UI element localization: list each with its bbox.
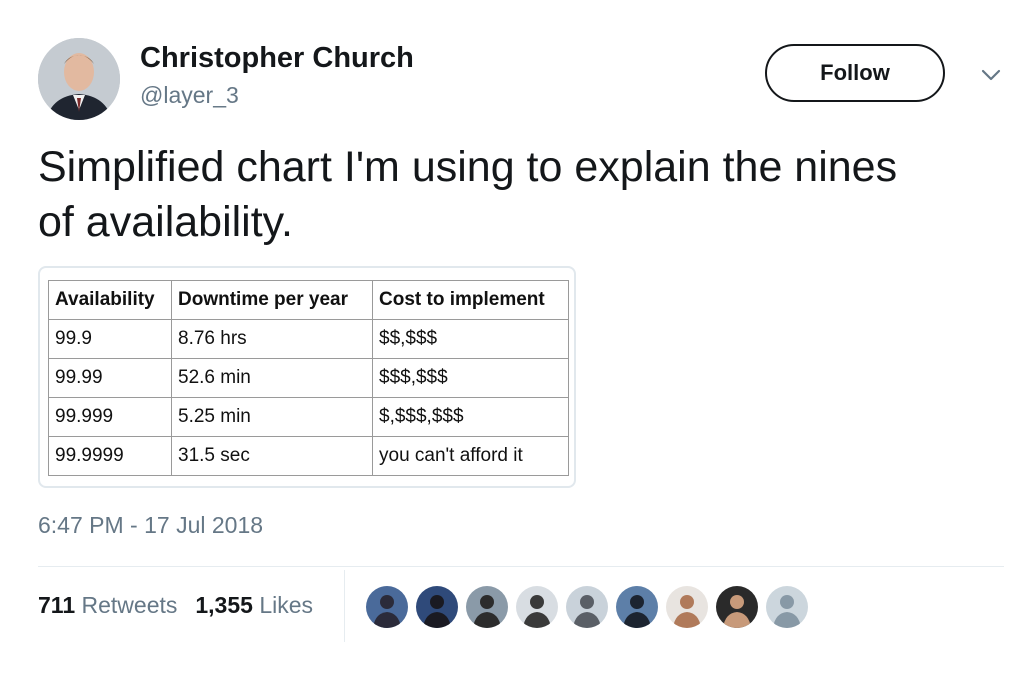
table-row: 99.9999 31.5 sec you can't afford it [48, 436, 569, 476]
author-avatar-image [38, 38, 120, 120]
table-cell: 99.999 [48, 397, 172, 437]
likes-count: 1,355 [195, 592, 253, 618]
liker-avatar-2[interactable] [416, 586, 458, 628]
liker-avatar-6[interactable] [616, 586, 658, 628]
liker-avatar-1[interactable] [366, 586, 408, 628]
media-card[interactable]: Availability Downtime per year Cost to i… [38, 266, 576, 488]
table-cell: 99.9 [48, 319, 172, 359]
retweets-stat[interactable]: 711 Retweets [38, 592, 177, 619]
table-header-cell: Downtime per year [171, 280, 373, 320]
tweet-stats: 711 Retweets 1,355 Likes [38, 592, 313, 619]
liker-avatar-7[interactable] [666, 586, 708, 628]
retweets-count: 711 [38, 592, 76, 618]
table-cell: 5.25 min [171, 397, 373, 437]
table-row: 99.9 8.76 hrs $$,$$$ [48, 319, 569, 359]
table-row: 99.99 52.6 min $$$,$$$ [48, 358, 569, 398]
availability-table: Availability Downtime per year Cost to i… [48, 280, 569, 476]
liker-avatar-8[interactable] [716, 586, 758, 628]
likes-stat[interactable]: 1,355 Likes [195, 592, 313, 619]
table-cell: 8.76 hrs [171, 319, 373, 359]
table-header-cell: Availability [48, 280, 172, 320]
likes-label: Likes [259, 592, 314, 618]
author-handle[interactable]: @layer_3 [140, 82, 239, 108]
table-cell: 52.6 min [171, 358, 373, 398]
likers-avatars [366, 586, 808, 628]
liker-avatar-5[interactable] [566, 586, 608, 628]
liker-avatar-3[interactable] [466, 586, 508, 628]
default-avatar-icon[interactable] [766, 586, 808, 628]
table-cell: you can't afford it [372, 436, 569, 476]
table-header-row: Availability Downtime per year Cost to i… [48, 280, 569, 320]
chevron-down-icon[interactable] [978, 62, 1004, 88]
table-cell: 99.99 [48, 358, 172, 398]
follow-button[interactable]: Follow [765, 44, 945, 102]
author-name[interactable]: Christopher Church [140, 42, 414, 74]
table-header-cell: Cost to implement [372, 280, 569, 320]
table-cell: $,$$$,$$$ [372, 397, 569, 437]
table-cell: $$,$$$ [372, 319, 569, 359]
table-cell: 99.9999 [48, 436, 172, 476]
divider [38, 566, 1004, 567]
table-cell: 31.5 sec [171, 436, 373, 476]
liker-avatar-4[interactable] [516, 586, 558, 628]
table-row: 99.999 5.25 min $,$$$,$$$ [48, 397, 569, 437]
tweet-text: Simplified chart I'm using to explain th… [38, 143, 898, 246]
table-cell: $$$,$$$ [372, 358, 569, 398]
author-avatar[interactable] [38, 38, 120, 120]
retweets-label: Retweets [81, 592, 178, 618]
stats-separator [344, 570, 345, 642]
tweet-timestamp[interactable]: 6:47 PM - 17 Jul 2018 [38, 512, 264, 538]
